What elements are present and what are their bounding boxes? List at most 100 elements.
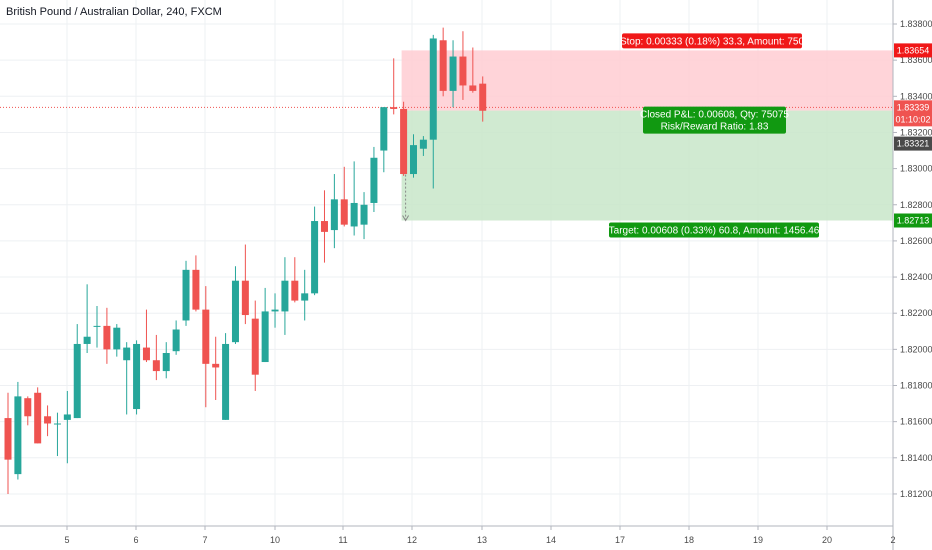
y-tick-label: 1.81800	[900, 381, 932, 391]
candle	[4, 392, 12, 494]
target-price-badge-bg	[894, 213, 932, 228]
candle-body	[241, 280, 249, 316]
candle-body	[469, 85, 477, 91]
x-tick-label: 13	[477, 535, 487, 545]
candle	[83, 284, 91, 353]
y-tick-label: 1.82400	[900, 272, 932, 282]
candle-body	[202, 309, 210, 364]
candle	[291, 257, 299, 303]
x-tick-label: 6	[133, 535, 138, 545]
candle-body	[439, 40, 447, 91]
candle	[479, 76, 487, 122]
candle-body	[370, 157, 378, 203]
x-tick-label: 19	[753, 535, 763, 545]
candle	[409, 134, 417, 178]
y-tick-label: 1.83400	[900, 91, 932, 101]
candle	[231, 266, 239, 344]
candle-body	[53, 423, 61, 425]
candle-body	[162, 353, 170, 372]
candle	[400, 101, 408, 176]
candle	[320, 190, 328, 263]
candle	[429, 34, 437, 189]
candle-body	[340, 199, 348, 225]
candle	[24, 396, 32, 426]
candle	[222, 333, 230, 420]
candle-body	[113, 327, 121, 350]
stop-zone	[401, 50, 893, 111]
candle	[340, 166, 348, 227]
target-price-badge: 1.82713	[894, 213, 932, 228]
candle	[281, 257, 289, 335]
candle	[192, 255, 200, 312]
candle-body	[400, 108, 408, 175]
candle	[360, 192, 368, 240]
candle	[261, 287, 269, 363]
candle	[14, 381, 22, 480]
stop-label-bg	[622, 33, 802, 49]
y-tick-label: 1.81200	[900, 489, 932, 499]
x-tick-label: 5	[64, 535, 69, 545]
trade-path-arrowhead	[402, 215, 410, 222]
candle-body	[251, 318, 259, 375]
chart-title: British Pound / Australian Dollar, 240, …	[6, 6, 222, 18]
candle	[133, 340, 141, 415]
candle	[53, 412, 61, 457]
candle-body	[429, 38, 437, 140]
candle-body	[449, 56, 457, 91]
stop-label-text: Stop: 0.00333 (0.18%) 33.3, Amount: 750	[620, 36, 804, 47]
x-tick-label: 11	[338, 535, 347, 545]
stop-price-badge-bg	[894, 43, 932, 58]
candle-body	[281, 280, 289, 312]
candle-body	[44, 416, 52, 424]
candle-body	[271, 309, 279, 312]
candle	[251, 300, 259, 391]
candle-body	[380, 107, 388, 151]
candle-body	[103, 325, 111, 350]
candle-body	[409, 145, 417, 175]
candle-body	[261, 311, 269, 363]
candle-body	[360, 204, 368, 225]
current-price-badge-bg	[894, 100, 932, 127]
closed-pnl-text: Closed P&L: 0.00608, Qty: 75075	[640, 110, 789, 121]
y-tick-label: 1.82000	[900, 344, 932, 354]
candle	[212, 336, 220, 400]
candle-body	[479, 83, 487, 111]
candle	[469, 47, 477, 93]
closed-pnl-label-bg	[643, 106, 786, 134]
candle	[142, 309, 150, 363]
y-tick-label: 1.82200	[900, 308, 932, 318]
candle	[182, 260, 190, 326]
candle	[390, 58, 398, 115]
target-label: Target: 0.00608 (0.33%) 60.8, Amount: 14…	[609, 222, 820, 238]
candle	[459, 31, 467, 100]
candle	[103, 307, 111, 364]
candle-body	[459, 56, 467, 86]
x-tick-label: 14	[546, 535, 556, 545]
candle	[330, 174, 338, 249]
candle	[419, 136, 427, 156]
candle-body	[301, 293, 309, 301]
countdown-text: 01:10:02	[895, 114, 930, 124]
current-price-badge: 1.83339 01:10:02	[894, 100, 932, 127]
candle-body	[172, 329, 180, 352]
x-tick-label: 18	[684, 535, 694, 545]
candle-body	[152, 360, 160, 372]
candle	[162, 342, 170, 379]
x-tick-label: 17	[615, 535, 625, 545]
current-price-text: 1.83339	[897, 102, 930, 112]
candle	[73, 324, 81, 419]
candle	[370, 146, 378, 212]
candle-body	[330, 199, 338, 231]
target-label-bg	[609, 222, 819, 238]
candle-body	[93, 325, 101, 327]
candle	[439, 27, 447, 97]
candle-body	[24, 398, 32, 417]
candle-body	[320, 221, 328, 232]
candle	[350, 161, 358, 236]
candle	[93, 306, 101, 348]
candle-body	[73, 343, 81, 419]
candle-body	[133, 343, 141, 410]
y-tick-label: 1.83600	[900, 55, 932, 65]
stop-label: Stop: 0.00333 (0.18%) 33.3, Amount: 750	[620, 33, 804, 49]
